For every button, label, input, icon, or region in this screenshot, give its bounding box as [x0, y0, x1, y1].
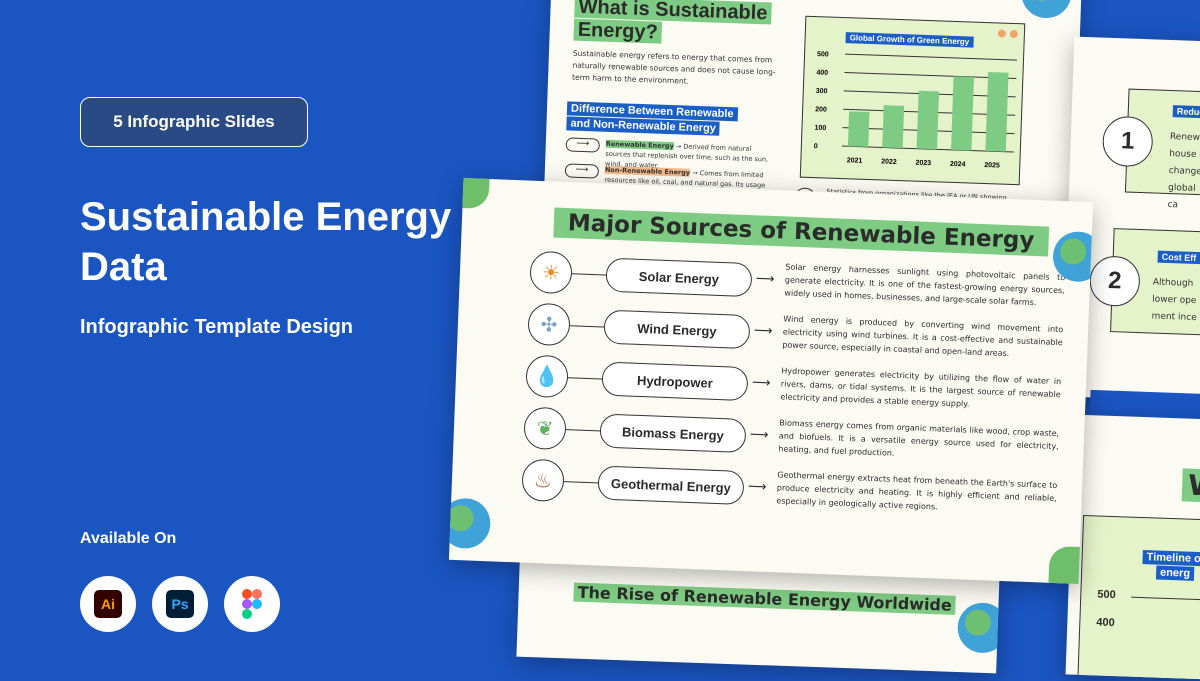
y-tick-label: 0	[814, 143, 818, 150]
x-tick-label: 2025	[984, 162, 1000, 170]
globe-icon	[1020, 0, 1073, 19]
connector-line	[563, 481, 600, 484]
source-description: Wind energy is produced by converting wi…	[782, 314, 1064, 359]
arrow-pill-icon: ⟶	[564, 163, 600, 179]
source-description: Geothermal energy extracts heat from ben…	[776, 470, 1058, 512]
y-tick-label: 400	[816, 70, 828, 77]
hero-title: Sustainable Energy Data	[80, 195, 452, 289]
globe-icon	[956, 601, 1000, 654]
connector-line	[565, 429, 602, 432]
connector-line	[571, 273, 608, 276]
chart-minimize-icon[interactable]	[997, 29, 1007, 38]
source-name-pill: Wind Energy	[603, 309, 751, 350]
chart-close-icon[interactable]	[1009, 29, 1019, 39]
slide-major-sources: Major Sources of Renewable Energy ☀ Sola…	[448, 178, 1094, 584]
difference-heading: Difference Between Renewable and Non-Rene…	[566, 99, 738, 136]
bar-chart: 0 100 200 300 400 500 2021 2022 2023 2024 2025	[814, 51, 1018, 170]
slide-timeline: W Timeline of energ 500 400	[1065, 414, 1200, 681]
illustrator-app-icon: Ai	[80, 576, 136, 632]
photoshop-app-icon: Ps	[152, 576, 208, 632]
y-tick-label: 100	[814, 125, 826, 132]
geothermal-icon: ♨	[521, 458, 565, 503]
chart-card: Global Growth of Green Energy 0 100 200 300…	[799, 15, 1026, 186]
arrow-right-icon: ⟶	[755, 271, 775, 288]
leaf-icon: ❦	[523, 406, 567, 451]
slide1-intro: Sustainable energy refers to energy that…	[571, 48, 776, 86]
connector-line	[569, 325, 606, 328]
hero-subtitle: Infographic Template Design	[80, 316, 353, 338]
x-tick-label: 2024	[950, 161, 966, 169]
bar	[985, 71, 1009, 152]
y-tick-label: 200	[815, 106, 827, 113]
arrow-pill-icon: ⟶	[565, 137, 600, 153]
bar	[916, 90, 940, 150]
gridline	[844, 71, 1017, 79]
source-description: Solar energy harnesses sunlight using ph…	[784, 262, 1066, 308]
slide1-title: What is Sustainable Energy?	[573, 0, 772, 48]
bar	[847, 111, 870, 147]
water-drop-icon: 💧	[525, 354, 569, 399]
arrow-right-icon: ⟶	[749, 427, 769, 443]
globe-icon	[448, 497, 492, 550]
y-tick-label: 500	[817, 51, 829, 58]
slide-what-is-sustainable-energy: What is Sustainable Energy? Sustainable e…	[543, 0, 1083, 220]
source-name-pill: Geothermal Energy	[597, 465, 745, 506]
figma-app-icon	[224, 576, 280, 632]
y-tick-label: 300	[816, 88, 828, 95]
connector-line	[567, 377, 604, 380]
gridline	[845, 53, 1018, 61]
source-name-pill: Hydropower	[601, 361, 749, 402]
hero-badge: 5 Infographic Slides	[80, 97, 308, 147]
source-description: Biomass energy comes from organic materi…	[778, 418, 1060, 458]
x-tick-label: 2021	[847, 157, 863, 165]
wind-turbine-icon: ✣	[527, 302, 571, 347]
bar	[882, 105, 905, 149]
arrow-right-icon: ⟶	[753, 323, 773, 340]
timeline-chart-card: Timeline of energ 500 400	[1076, 514, 1200, 681]
sun-icon: ☀	[529, 250, 573, 295]
source-name-pill: Biomass Energy	[599, 413, 747, 454]
slide2-title: Major Sources of Renewable Energy	[553, 207, 1049, 257]
x-tick-label: 2023	[915, 160, 931, 168]
x-tick-label: 2022	[881, 158, 897, 166]
source-name-pill: Solar Energy	[605, 257, 753, 298]
arrow-right-icon: ⟶	[751, 375, 771, 391]
arrow-right-icon: ⟶	[747, 479, 767, 495]
available-on-label: Available On	[80, 530, 177, 547]
bar	[951, 76, 974, 151]
source-description: Hydropower generates electricity by util…	[780, 366, 1062, 409]
